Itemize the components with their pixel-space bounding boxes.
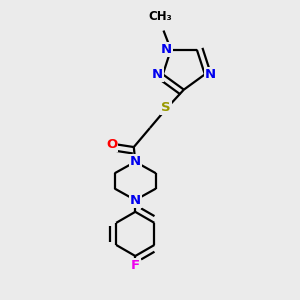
Text: CH₃: CH₃: [149, 10, 172, 23]
Text: N: N: [130, 155, 141, 168]
Text: N: N: [205, 68, 216, 81]
Text: N: N: [152, 68, 163, 81]
Text: O: O: [106, 138, 117, 151]
Text: F: F: [131, 259, 140, 272]
Text: N: N: [161, 43, 172, 56]
Text: S: S: [161, 101, 171, 114]
Text: N: N: [130, 194, 141, 207]
